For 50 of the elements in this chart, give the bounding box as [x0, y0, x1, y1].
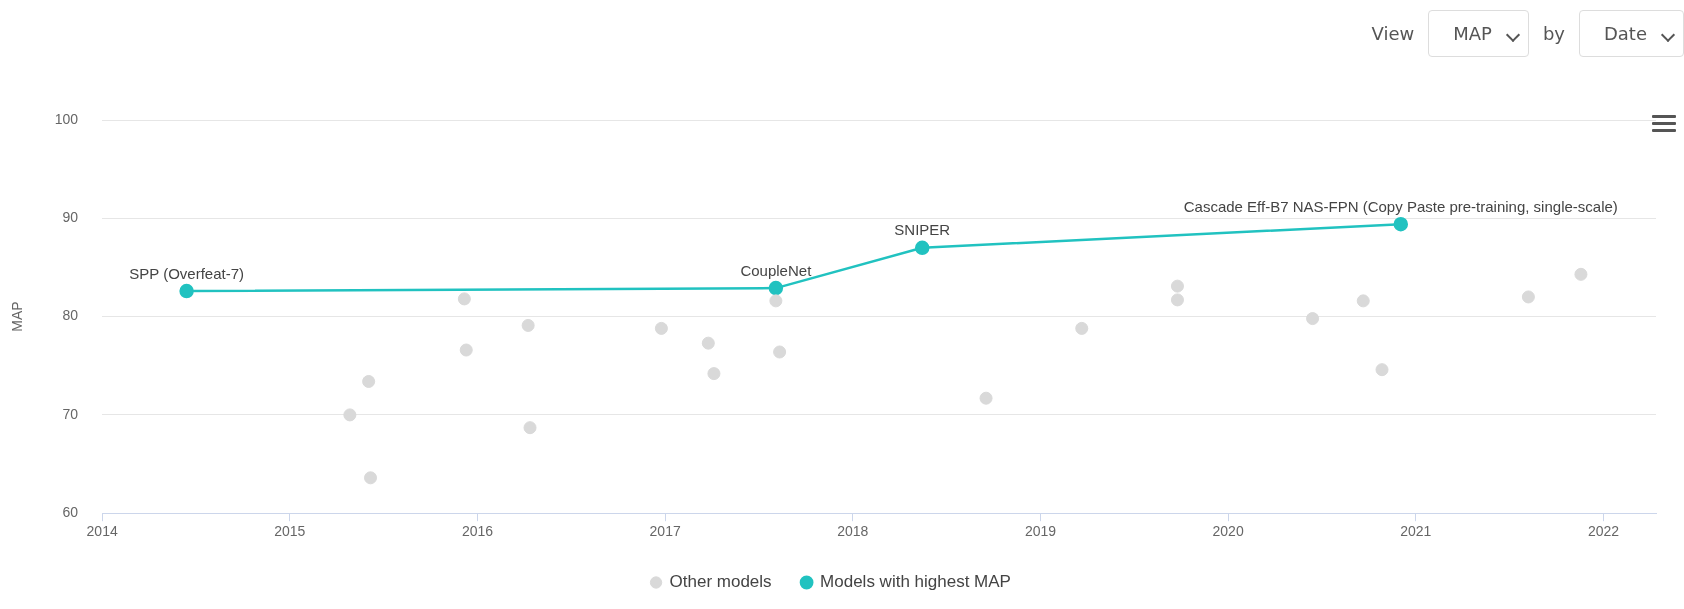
x-tick-label: 2017 [649, 523, 681, 540]
x-tick-label: 2014 [86, 523, 118, 540]
point [1306, 312, 1320, 326]
point [1075, 321, 1089, 335]
point [362, 374, 376, 388]
point [1170, 293, 1184, 307]
x-tick-label: 2019 [1024, 523, 1057, 540]
x-tick-label: 2021 [1400, 523, 1432, 540]
dropdown: Date [1578, 10, 1684, 57]
annotation: SPP (Overfeat-7) [129, 264, 244, 282]
x-tick-label: 2018 [837, 523, 869, 540]
y-tick-label: 70 [62, 405, 79, 422]
point [979, 391, 993, 405]
point [1393, 216, 1409, 232]
point [701, 336, 715, 350]
point [1356, 294, 1370, 308]
legend-label: Models with highest MAP [820, 572, 1011, 592]
annotation: Cascade Eff-B7 NAS-FPN (Copy Paste pre-training, single-scale) [1183, 197, 1618, 215]
point [1574, 267, 1588, 281]
x-tick-label: 2020 [1212, 523, 1244, 540]
point [1521, 290, 1535, 304]
point [654, 321, 668, 335]
x-tick-label: 2015 [274, 523, 306, 540]
y-tick-label: 90 [62, 209, 79, 226]
point [769, 294, 783, 308]
point [343, 408, 357, 422]
text: View [1371, 23, 1415, 44]
point [521, 318, 535, 332]
point [457, 292, 471, 306]
point [523, 421, 537, 435]
point [1375, 363, 1389, 377]
y-tick-label: 100 [54, 110, 79, 127]
point [768, 280, 784, 296]
point [773, 345, 787, 359]
y-tick-label: 80 [62, 307, 79, 324]
y-axis-title: MAP [9, 301, 26, 332]
point [914, 240, 930, 256]
annotation: CoupleNet [740, 261, 813, 279]
legend-label: Other models [669, 572, 772, 592]
annotation: SNIPER [894, 221, 951, 239]
point [1170, 279, 1184, 293]
point [179, 283, 194, 299]
x-tick-label: 2016 [461, 523, 494, 540]
y-tick-label: 60 [62, 504, 79, 521]
point [364, 471, 378, 485]
point [707, 367, 721, 381]
dropdown: MAP [1428, 10, 1529, 57]
text: by [1542, 23, 1565, 44]
point [459, 343, 473, 357]
x-tick-label: 2022 [1587, 523, 1620, 540]
